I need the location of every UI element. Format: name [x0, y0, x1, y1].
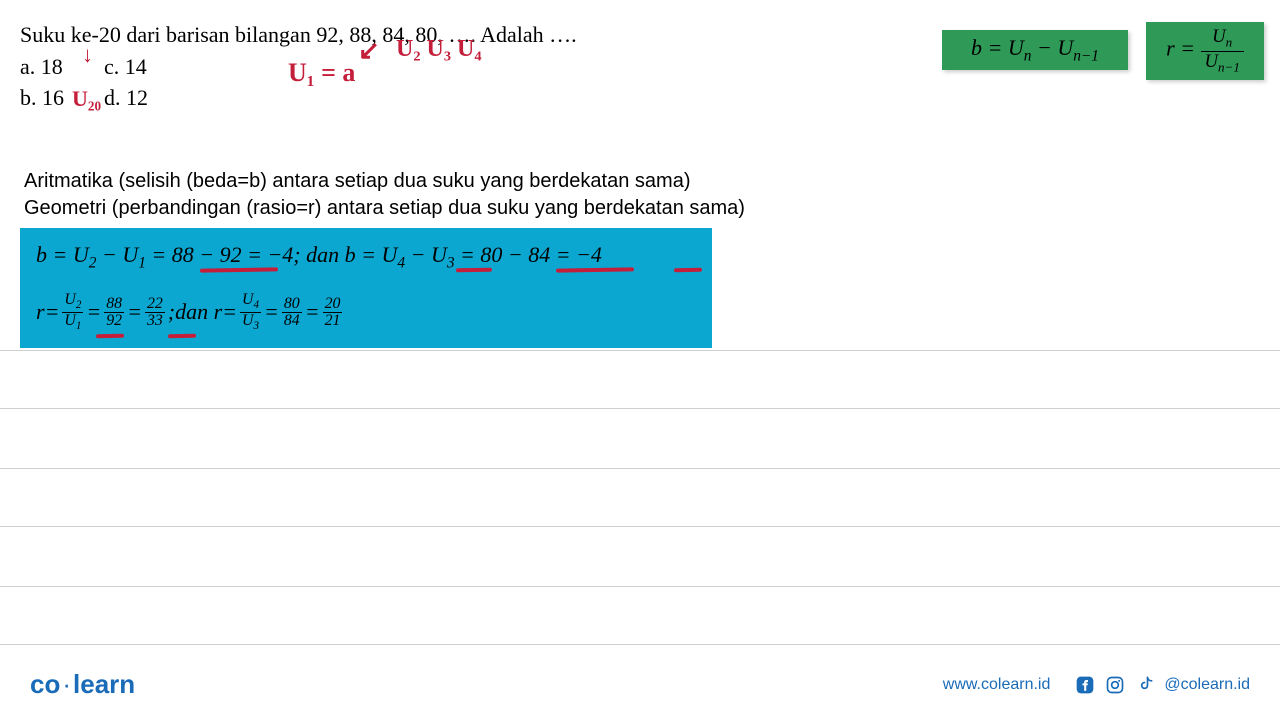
ruled-line: [0, 526, 1280, 527]
tiktok-icon: [1134, 674, 1156, 696]
handwriting-u1-eq-a: U₁ = a: [288, 58, 355, 88]
logo-co: co: [30, 669, 60, 699]
handwriting-u20: U₂₀: [72, 86, 101, 112]
formula-r-text: r = Un Un−1: [1166, 27, 1244, 74]
ruled-line: [0, 350, 1280, 351]
handwriting-u234: U₂ U₃ U₄: [396, 36, 482, 63]
explanation-arithmetic: Aritmatika (selisih (beda=b) antara seti…: [24, 168, 745, 195]
formula-b-text: b = Un − Un−1: [971, 35, 1099, 65]
handwriting-underline: [96, 334, 124, 338]
ruled-line: [0, 468, 1280, 469]
question-text: Suku ke-20 dari barisan bilangan 92, 88,…: [20, 22, 577, 48]
handwriting-underline: [456, 268, 492, 273]
handwriting-arrow-diag: ↙: [358, 36, 380, 66]
website-url: www.colearn.id: [943, 676, 1051, 694]
option-a: a. 18: [20, 52, 64, 83]
calc-line-r: r = U2U1 = 8892 = 2233 ; dan r = U4U3 = …: [36, 292, 696, 332]
handwriting-underline: [168, 334, 196, 338]
explanation-geometric: Geometri (perbandingan (rasio=r) antara …: [24, 195, 745, 222]
handwriting-underline: [674, 268, 702, 272]
logo: co·learn: [30, 669, 135, 700]
facebook-icon: [1074, 674, 1096, 696]
option-b: b. 16: [20, 83, 64, 114]
logo-learn: learn: [73, 669, 135, 699]
socials: @colearn.id: [1074, 674, 1250, 696]
option-d: d. 12: [104, 83, 148, 114]
ruled-line: [0, 644, 1280, 645]
handwriting-arrow-down: ↓: [82, 42, 93, 68]
instagram-icon: [1104, 674, 1126, 696]
formula-box-r: r = Un Un−1: [1146, 22, 1264, 80]
calculation-highlight-box: b = U2 − U1 = 88 − 92 = −4; dan b = U4 −…: [20, 228, 712, 348]
formula-box-b: b = Un − Un−1: [942, 30, 1128, 70]
option-c: c. 14: [104, 52, 148, 83]
options-col-1: a. 18 b. 16: [20, 52, 64, 114]
logo-dot: ·: [62, 669, 71, 699]
explanation-block: Aritmatika (selisih (beda=b) antara seti…: [24, 168, 745, 222]
footer-right: www.colearn.id @colearn.id: [943, 674, 1250, 696]
options-col-2: c. 14 d. 12: [104, 52, 148, 114]
ruled-line: [0, 586, 1280, 587]
social-handle: @colearn.id: [1164, 676, 1250, 694]
ruled-line: [0, 408, 1280, 409]
footer: co·learn www.colearn.id @colearn.id: [0, 669, 1280, 700]
